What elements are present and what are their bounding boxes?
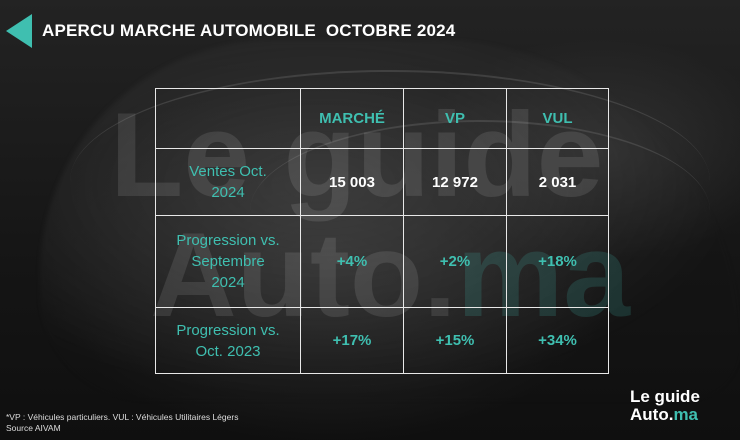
logo-line2-main: Auto. [630,405,674,424]
footnote: *VP : Véhicules particuliers. VUL : Véhi… [6,412,238,434]
cell-value: +17% [300,307,404,374]
cell-value: 2 031 [506,148,609,216]
cell-value: 12 972 [403,148,507,216]
cell-value: +34% [506,307,609,374]
footnote-source: Source AIVAM [6,423,61,433]
row-label: Ventes Oct. 2024 [155,148,301,216]
header: APERCU MARCHE AUTOMOBILE OCTOBRE 2024 [0,14,455,48]
logo-line2-suffix: ma [673,405,699,424]
table-header-row: MARCHÉ VP VUL [155,88,609,149]
table-row: Progression vs. Septembre 2024 +4% +2% +… [155,215,609,308]
row-label-text: Progression vs. Oct. 2023 [176,321,280,360]
row-label-text: Ventes Oct. 2024 [189,163,267,201]
row-label-text: Progression vs. Septembre 2024 [176,232,280,291]
row-label: Progression vs. Oct. 2023 [155,307,301,374]
back-arrow-icon [6,14,32,48]
cell-value: +2% [403,215,507,308]
cell-value: +18% [506,215,609,308]
header-cell-vul: VUL [506,88,609,149]
cell-value: +4% [300,215,404,308]
table-row: Ventes Oct. 2024 15 003 12 972 2 031 [155,148,609,216]
header-cell-vp: VP [403,88,507,149]
row-label: Progression vs. Septembre 2024 [155,215,301,308]
header-cell-marche: MARCHÉ [300,88,404,149]
logo-line2: Auto.ma [630,406,700,424]
header-cell-empty [155,88,301,149]
cell-value: 15 003 [300,148,404,216]
market-table: MARCHÉ VP VUL Ventes Oct. 2024 15 003 12… [155,88,609,374]
cell-value: +15% [403,307,507,374]
page-title: APERCU MARCHE AUTOMOBILE OCTOBRE 2024 [42,21,456,40]
car-contour-line [70,70,710,292]
footnote-definitions: *VP : Véhicules particuliers. VUL : Véhi… [6,412,239,422]
brand-logo: Le guide Auto.ma [630,388,700,424]
logo-line1: Le guide [630,387,700,406]
table-row: Progression vs. Oct. 2023 +17% +15% +34% [155,307,609,374]
